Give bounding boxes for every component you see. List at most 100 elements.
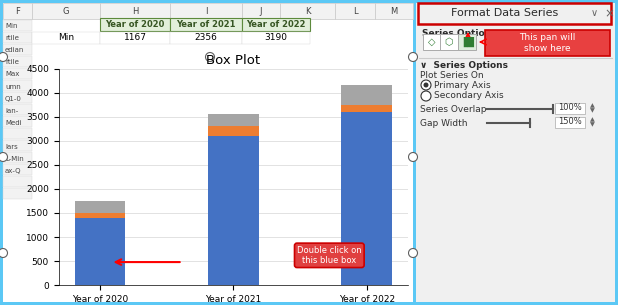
Bar <box>341 112 392 285</box>
Text: ▲: ▲ <box>590 117 595 123</box>
Bar <box>416 3 615 302</box>
Text: Primary Axis: Primary Axis <box>434 81 491 89</box>
Text: Year of 2020: Year of 2020 <box>105 20 164 29</box>
Text: rtile: rtile <box>5 59 19 65</box>
Text: 2356: 2356 <box>195 34 218 42</box>
Bar <box>335 3 375 19</box>
Bar <box>3 32 32 43</box>
Text: Secondary Axis: Secondary Axis <box>434 92 504 101</box>
Text: umn: umn <box>5 84 21 90</box>
Circle shape <box>421 80 431 90</box>
Text: ian-: ian- <box>5 108 19 114</box>
Bar <box>458 34 476 50</box>
Bar <box>32 32 100 44</box>
Bar <box>242 32 310 44</box>
Title: Box Plot: Box Plot <box>206 55 260 67</box>
Text: ∨: ∨ <box>590 9 598 19</box>
Bar <box>3 188 32 199</box>
Text: ◇: ◇ <box>428 37 436 47</box>
Text: Plot Series On: Plot Series On <box>420 70 484 80</box>
Text: Min: Min <box>58 34 74 42</box>
Bar <box>3 68 32 79</box>
Bar <box>3 164 32 175</box>
Bar <box>3 3 413 302</box>
Text: ▼: ▼ <box>590 123 595 127</box>
Circle shape <box>408 152 418 162</box>
Text: Q1-0: Q1-0 <box>5 96 22 102</box>
Text: ▲: ▲ <box>590 103 595 109</box>
Text: M: M <box>391 6 397 16</box>
Bar <box>3 116 32 127</box>
Bar <box>555 103 585 114</box>
Circle shape <box>423 82 428 88</box>
Bar <box>208 126 259 136</box>
Bar <box>3 44 32 55</box>
Bar <box>3 176 32 187</box>
Text: Min: Min <box>5 23 17 29</box>
Circle shape <box>408 52 418 62</box>
Text: Max: Max <box>5 71 19 77</box>
Bar <box>75 201 125 213</box>
Bar <box>242 18 310 31</box>
Bar <box>208 114 259 126</box>
Bar <box>555 117 585 128</box>
Circle shape <box>0 152 7 162</box>
Circle shape <box>206 249 214 257</box>
Text: G: G <box>63 6 69 16</box>
Text: 1167: 1167 <box>124 34 146 42</box>
Bar <box>3 152 32 163</box>
Bar <box>423 34 441 50</box>
Bar <box>170 3 242 19</box>
Bar <box>100 3 170 19</box>
Bar <box>418 3 611 24</box>
Text: lars: lars <box>5 144 18 150</box>
Bar <box>32 3 100 19</box>
Bar <box>100 32 170 44</box>
Text: I: I <box>205 6 207 16</box>
Bar <box>3 92 32 103</box>
Text: Series Options  ∨: Series Options ∨ <box>422 28 510 38</box>
Circle shape <box>0 249 7 257</box>
Bar <box>75 218 125 285</box>
Bar <box>208 136 259 285</box>
Text: Series Overlap: Series Overlap <box>420 105 486 113</box>
Bar <box>3 128 32 139</box>
Text: ×: × <box>604 7 614 20</box>
Bar <box>100 18 170 31</box>
Text: ▼: ▼ <box>590 109 595 113</box>
Circle shape <box>206 52 214 62</box>
Bar <box>3 80 32 91</box>
Text: L-Min: L-Min <box>5 156 23 162</box>
Bar <box>3 140 32 151</box>
Bar <box>485 30 610 56</box>
Bar <box>75 213 125 218</box>
Bar <box>375 3 413 19</box>
Text: Double click on
this blue box: Double click on this blue box <box>297 246 362 265</box>
Text: 100%: 100% <box>558 103 582 113</box>
Text: Year of 2022: Year of 2022 <box>246 20 306 29</box>
Text: J: J <box>260 6 262 16</box>
Text: ⬡: ⬡ <box>445 37 453 47</box>
Bar <box>341 105 392 112</box>
Bar <box>170 32 242 44</box>
Text: F: F <box>15 6 20 16</box>
Circle shape <box>0 52 7 62</box>
Text: ax-Q: ax-Q <box>5 168 22 174</box>
Text: ∨  Series Options: ∨ Series Options <box>420 60 508 70</box>
Circle shape <box>421 91 431 101</box>
Bar <box>341 85 392 105</box>
Bar <box>3 104 32 115</box>
Text: Medi: Medi <box>5 120 22 126</box>
Text: 3190: 3190 <box>265 34 287 42</box>
Text: L: L <box>353 6 357 16</box>
Text: rtile: rtile <box>5 35 19 41</box>
Bar <box>3 56 32 67</box>
Text: K: K <box>305 6 310 16</box>
Text: 150%: 150% <box>558 117 582 127</box>
Text: ▐█: ▐█ <box>460 37 475 47</box>
Bar <box>3 20 32 31</box>
Bar <box>242 3 280 19</box>
Circle shape <box>408 249 418 257</box>
Bar <box>170 18 242 31</box>
Text: Year of 2021: Year of 2021 <box>176 20 235 29</box>
